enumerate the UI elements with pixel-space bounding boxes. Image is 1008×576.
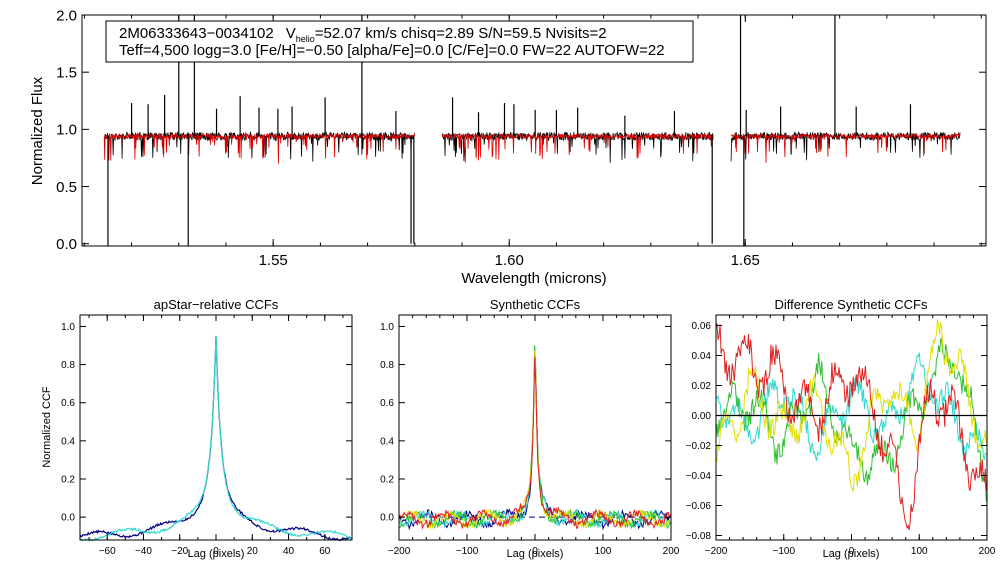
x-tick-label: −200 <box>705 546 728 557</box>
y-tick-label: −0.04 <box>686 471 712 482</box>
y-tick-label: 1.0 <box>56 122 77 139</box>
spectrum-y-axis-label: Normalized Flux <box>29 76 46 185</box>
spectrum-annotation-box <box>105 20 694 63</box>
apstar-ccf-title: apStar−relative CCFs <box>154 297 279 312</box>
synthetic-ccf-ticks: −200 −100 0 100 200 0.0 0.2 0.4 0.6 0.8 1.0 <box>380 315 680 557</box>
y-tick-label: 1.0 <box>380 322 394 333</box>
x-tick-label: −100 <box>772 546 795 557</box>
difference-ccf-lines <box>715 319 987 531</box>
y-tick-label: 0.06 <box>692 321 712 332</box>
y-tick-label: 0.5 <box>56 179 77 196</box>
spectrum-x-axis-label: Wavelength (microns) <box>461 270 606 287</box>
x-tick-label: 1.55 <box>259 252 288 269</box>
spectrum-annotation-line-1: 2M06333643−0034102 Vhelio=52.07 km/s chis… <box>119 25 607 44</box>
synthetic-ccf-series-ccf-green <box>398 345 671 530</box>
spectrum-lines <box>103 15 961 246</box>
x-tick-label: 40 <box>283 546 295 557</box>
velocity-and-stats-text: =52.07 km/s chisq=2.89 S/N=59.5 Nvisits=… <box>315 25 607 42</box>
y-tick-label: 0.0 <box>380 513 394 524</box>
apstar-ccf-series-visit-2 <box>79 335 353 542</box>
difference-ccf-panel: −200 −100 0 100 200 −0.08 −0.06 −0.04 −0.02 0.00 0… <box>686 297 996 560</box>
synthetic-ccf-x-axis-label: Lag (pixels) <box>507 548 564 560</box>
y-tick-label: −0.02 <box>686 441 712 452</box>
spectrum-clipped-lines <box>103 15 961 246</box>
apstar-ccf-lines <box>79 335 353 542</box>
x-tick-label: −100 <box>456 546 479 557</box>
spectrum-series-model <box>103 132 961 164</box>
y-tick-label: 2.0 <box>56 7 77 24</box>
x-tick-label: 100 <box>911 546 928 557</box>
y-tick-label: 0.2 <box>380 474 394 485</box>
y-tick-label: 1.0 <box>61 322 75 333</box>
y-tick-label: 0.4 <box>61 436 75 447</box>
y-tick-label: 0.6 <box>380 398 394 409</box>
x-tick-label: 200 <box>663 546 680 557</box>
synthetic-ccf-lines <box>398 345 671 531</box>
x-tick-label: −40 <box>135 546 152 557</box>
synthetic-ccf-title: Synthetic CCFs <box>490 297 581 312</box>
apstar-ccf-x-axis-label: Lag (pixels) <box>188 548 245 560</box>
x-tick-label: 60 <box>319 546 331 557</box>
y-tick-label: 0.4 <box>380 436 394 447</box>
spectrum-ticks: 1.55 1.60 1.65 0.0 0.5 1.0 1.5 2.0 <box>56 7 986 269</box>
difference-ccf-title: Difference Synthetic CCFs <box>775 297 928 312</box>
x-tick-label: 1.65 <box>731 252 760 269</box>
y-tick-label: 0.6 <box>61 398 75 409</box>
difference-ccf-series-diff-yellow <box>715 319 987 492</box>
y-tick-label: 0.04 <box>692 351 712 362</box>
x-tick-label: 200 <box>979 546 996 557</box>
apstar-ccf-ticks: −60 −40 −20 0 20 40 60 0.0 0.2 0.4 0.6 0.8 1.0 <box>61 315 352 557</box>
synthetic-ccf-series-ccf-red <box>398 356 671 530</box>
apstar-ccf-series-visit-1 <box>79 335 353 542</box>
y-tick-label: 0.00 <box>692 411 712 422</box>
x-tick-label: −200 <box>388 546 411 557</box>
y-tick-label: −0.08 <box>686 531 712 542</box>
x-tick-label: 20 <box>247 546 259 557</box>
x-tick-label: −20 <box>171 546 188 557</box>
spectrum-panel: 1.55 1.60 1.65 0.0 0.5 1.0 1.5 2.0 Wavelength (… <box>29 7 987 287</box>
difference-ccf-series-diff-green <box>715 336 987 502</box>
y-tick-label: 0.2 <box>61 474 75 485</box>
star-id-text: 2M06333643−0034102 <box>119 25 274 42</box>
difference-ccf-x-axis-label: Lag (pixels) <box>823 548 880 560</box>
velocity-subscript: helio <box>296 34 315 44</box>
synthetic-ccf-panel: −200 −100 0 100 200 0.0 0.2 0.4 0.6 0.8 1.0 Synthe… <box>380 297 680 560</box>
x-tick-label: 100 <box>595 546 612 557</box>
spectrum-plot-frame <box>81 14 987 247</box>
y-tick-label: 0.8 <box>380 360 394 371</box>
x-tick-label: 1.60 <box>495 252 524 269</box>
x-tick-label: 0 <box>532 546 538 557</box>
apstar-ccf-y-axis-label: Normalized CCF <box>41 386 53 468</box>
y-tick-label: 0.8 <box>61 360 75 371</box>
x-tick-label: 0 <box>213 546 219 557</box>
difference-ccf-series-diff-red <box>715 323 987 531</box>
x-tick-label: −60 <box>99 546 116 557</box>
velocity-prefix: V <box>286 25 296 42</box>
y-tick-label: 0.0 <box>56 236 77 253</box>
y-tick-label: −0.06 <box>686 501 712 512</box>
y-tick-label: 0.0 <box>61 513 75 524</box>
y-tick-label: 0.02 <box>692 381 712 392</box>
spectrum-annotation-line-2: Teff=4,500 logg=3.0 [Fe/H]=−0.50 [alpha/… <box>119 42 665 59</box>
y-tick-label: 1.5 <box>56 64 77 81</box>
apstar-ccf-panel: −60 −40 −20 0 20 40 60 0.0 0.2 0.4 0.6 0.8 1.0 apSta… <box>41 297 353 560</box>
difference-ccf-ticks: −200 −100 0 100 200 −0.08 −0.06 −0.04 −0.02 0.00 0… <box>686 315 996 557</box>
x-tick-label: 0 <box>849 546 855 557</box>
